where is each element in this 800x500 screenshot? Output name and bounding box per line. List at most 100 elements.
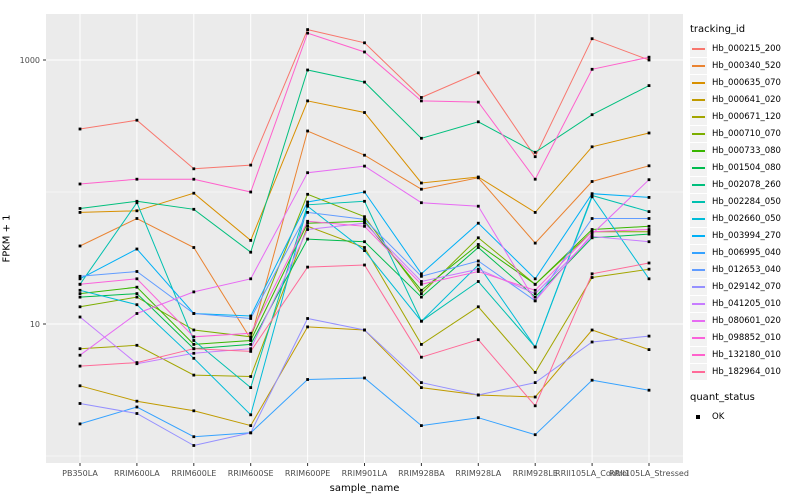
legend-entry-Hb_006995_040: Hb_006995_040 <box>690 244 798 261</box>
legend-line-icon <box>692 115 705 118</box>
data-point <box>192 246 196 249</box>
data-point <box>420 136 423 140</box>
data-point <box>363 263 366 267</box>
legend-entry-label: Hb_006995_040 <box>712 247 781 258</box>
data-point <box>533 288 537 292</box>
quant-legend-label: OK <box>712 411 725 422</box>
legend-entry-Hb_029142_070: Hb_029142_070 <box>690 278 798 295</box>
data-point <box>476 280 480 283</box>
series-points-Hb_002660_050 <box>78 195 651 417</box>
data-point <box>249 431 253 435</box>
data-point <box>590 195 594 199</box>
data-point <box>476 243 480 246</box>
data-point <box>306 129 309 133</box>
data-point <box>78 274 82 278</box>
series-points-Hb_132180_010 <box>78 31 651 194</box>
data-point <box>249 347 253 351</box>
data-point <box>249 337 253 341</box>
data-point <box>590 378 594 382</box>
legend-key-swatch <box>690 295 707 312</box>
series-points-Hb_080601_020 <box>78 164 651 357</box>
data-point <box>135 412 139 415</box>
legend-line-icon <box>692 353 705 356</box>
data-point <box>363 218 366 221</box>
data-point <box>647 240 651 244</box>
data-point <box>249 163 253 167</box>
data-point <box>135 209 139 213</box>
data-point <box>476 71 480 75</box>
data-point <box>590 180 594 183</box>
legend-key-swatch <box>690 142 707 159</box>
legend-line-icon <box>692 47 705 50</box>
legend-line-icon <box>692 268 705 271</box>
legend-key-swatch <box>690 176 707 193</box>
data-point <box>647 232 651 236</box>
data-point <box>647 178 651 182</box>
legend-entry-Hb_000710_070: Hb_000710_070 <box>690 125 798 142</box>
data-point <box>533 292 537 295</box>
legend: tracking_id Hb_000215_200 Hb_000340_520 Hb… <box>690 24 798 425</box>
legend-entry-Hb_182964_010: Hb_182964_010 <box>690 363 798 380</box>
legend-entry-Hb_001504_080: Hb_001504_080 <box>690 159 798 176</box>
data-point <box>306 325 309 329</box>
data-point <box>647 217 651 220</box>
data-point <box>135 118 139 122</box>
data-point <box>249 413 253 417</box>
data-point <box>192 444 196 447</box>
data-point <box>192 177 196 181</box>
data-point <box>363 199 366 203</box>
data-point <box>135 277 139 281</box>
legend-entry-label: Hb_000215_200 <box>712 43 781 54</box>
data-point <box>78 282 82 286</box>
legend-line-icon <box>692 149 705 152</box>
data-point <box>135 247 139 251</box>
data-point <box>533 277 537 281</box>
data-point <box>78 384 82 388</box>
quant-key-swatch <box>690 408 707 425</box>
data-point <box>135 177 139 181</box>
data-point <box>647 261 651 265</box>
legend-entry-label: Hb_098852_010 <box>712 332 781 343</box>
data-point <box>363 164 366 168</box>
data-point <box>306 265 309 269</box>
data-point <box>533 371 537 374</box>
data-point <box>476 393 480 397</box>
data-point <box>306 200 309 204</box>
data-point <box>420 319 423 323</box>
legend-key-swatch <box>690 159 707 176</box>
data-point <box>135 343 139 347</box>
data-point <box>420 181 423 185</box>
data-point <box>420 288 423 292</box>
data-point <box>590 217 594 220</box>
data-point <box>249 335 253 339</box>
data-point <box>363 328 366 332</box>
data-point <box>363 219 366 223</box>
data-point <box>590 276 594 279</box>
series-points-Hb_182964_010 <box>78 261 651 408</box>
data-point <box>192 351 196 355</box>
data-point <box>306 99 309 103</box>
data-point <box>363 376 366 380</box>
data-point <box>363 249 366 252</box>
data-point <box>363 80 366 84</box>
data-point <box>78 292 82 295</box>
legend-key-swatch <box>690 210 707 227</box>
data-point <box>420 187 423 191</box>
data-point <box>476 259 480 263</box>
data-point <box>590 145 594 149</box>
data-point <box>533 177 537 181</box>
data-point <box>363 221 366 225</box>
x-tick-label: RRIM928LE <box>513 469 558 478</box>
y-tick-label: 10 <box>30 320 40 329</box>
quant-legend-items: OK <box>690 408 798 425</box>
data-point <box>420 424 423 427</box>
legend-entry-Hb_002284_050: Hb_002284_050 <box>690 193 798 210</box>
legend-key-swatch <box>690 312 707 329</box>
legend-entry-label: Hb_002284_050 <box>712 196 781 207</box>
legend-line-icon <box>692 166 705 169</box>
legend-entry-Hb_132180_010: Hb_132180_010 <box>690 346 798 363</box>
legend-line-icon <box>692 200 705 203</box>
data-point <box>192 339 196 342</box>
data-point <box>249 277 253 281</box>
